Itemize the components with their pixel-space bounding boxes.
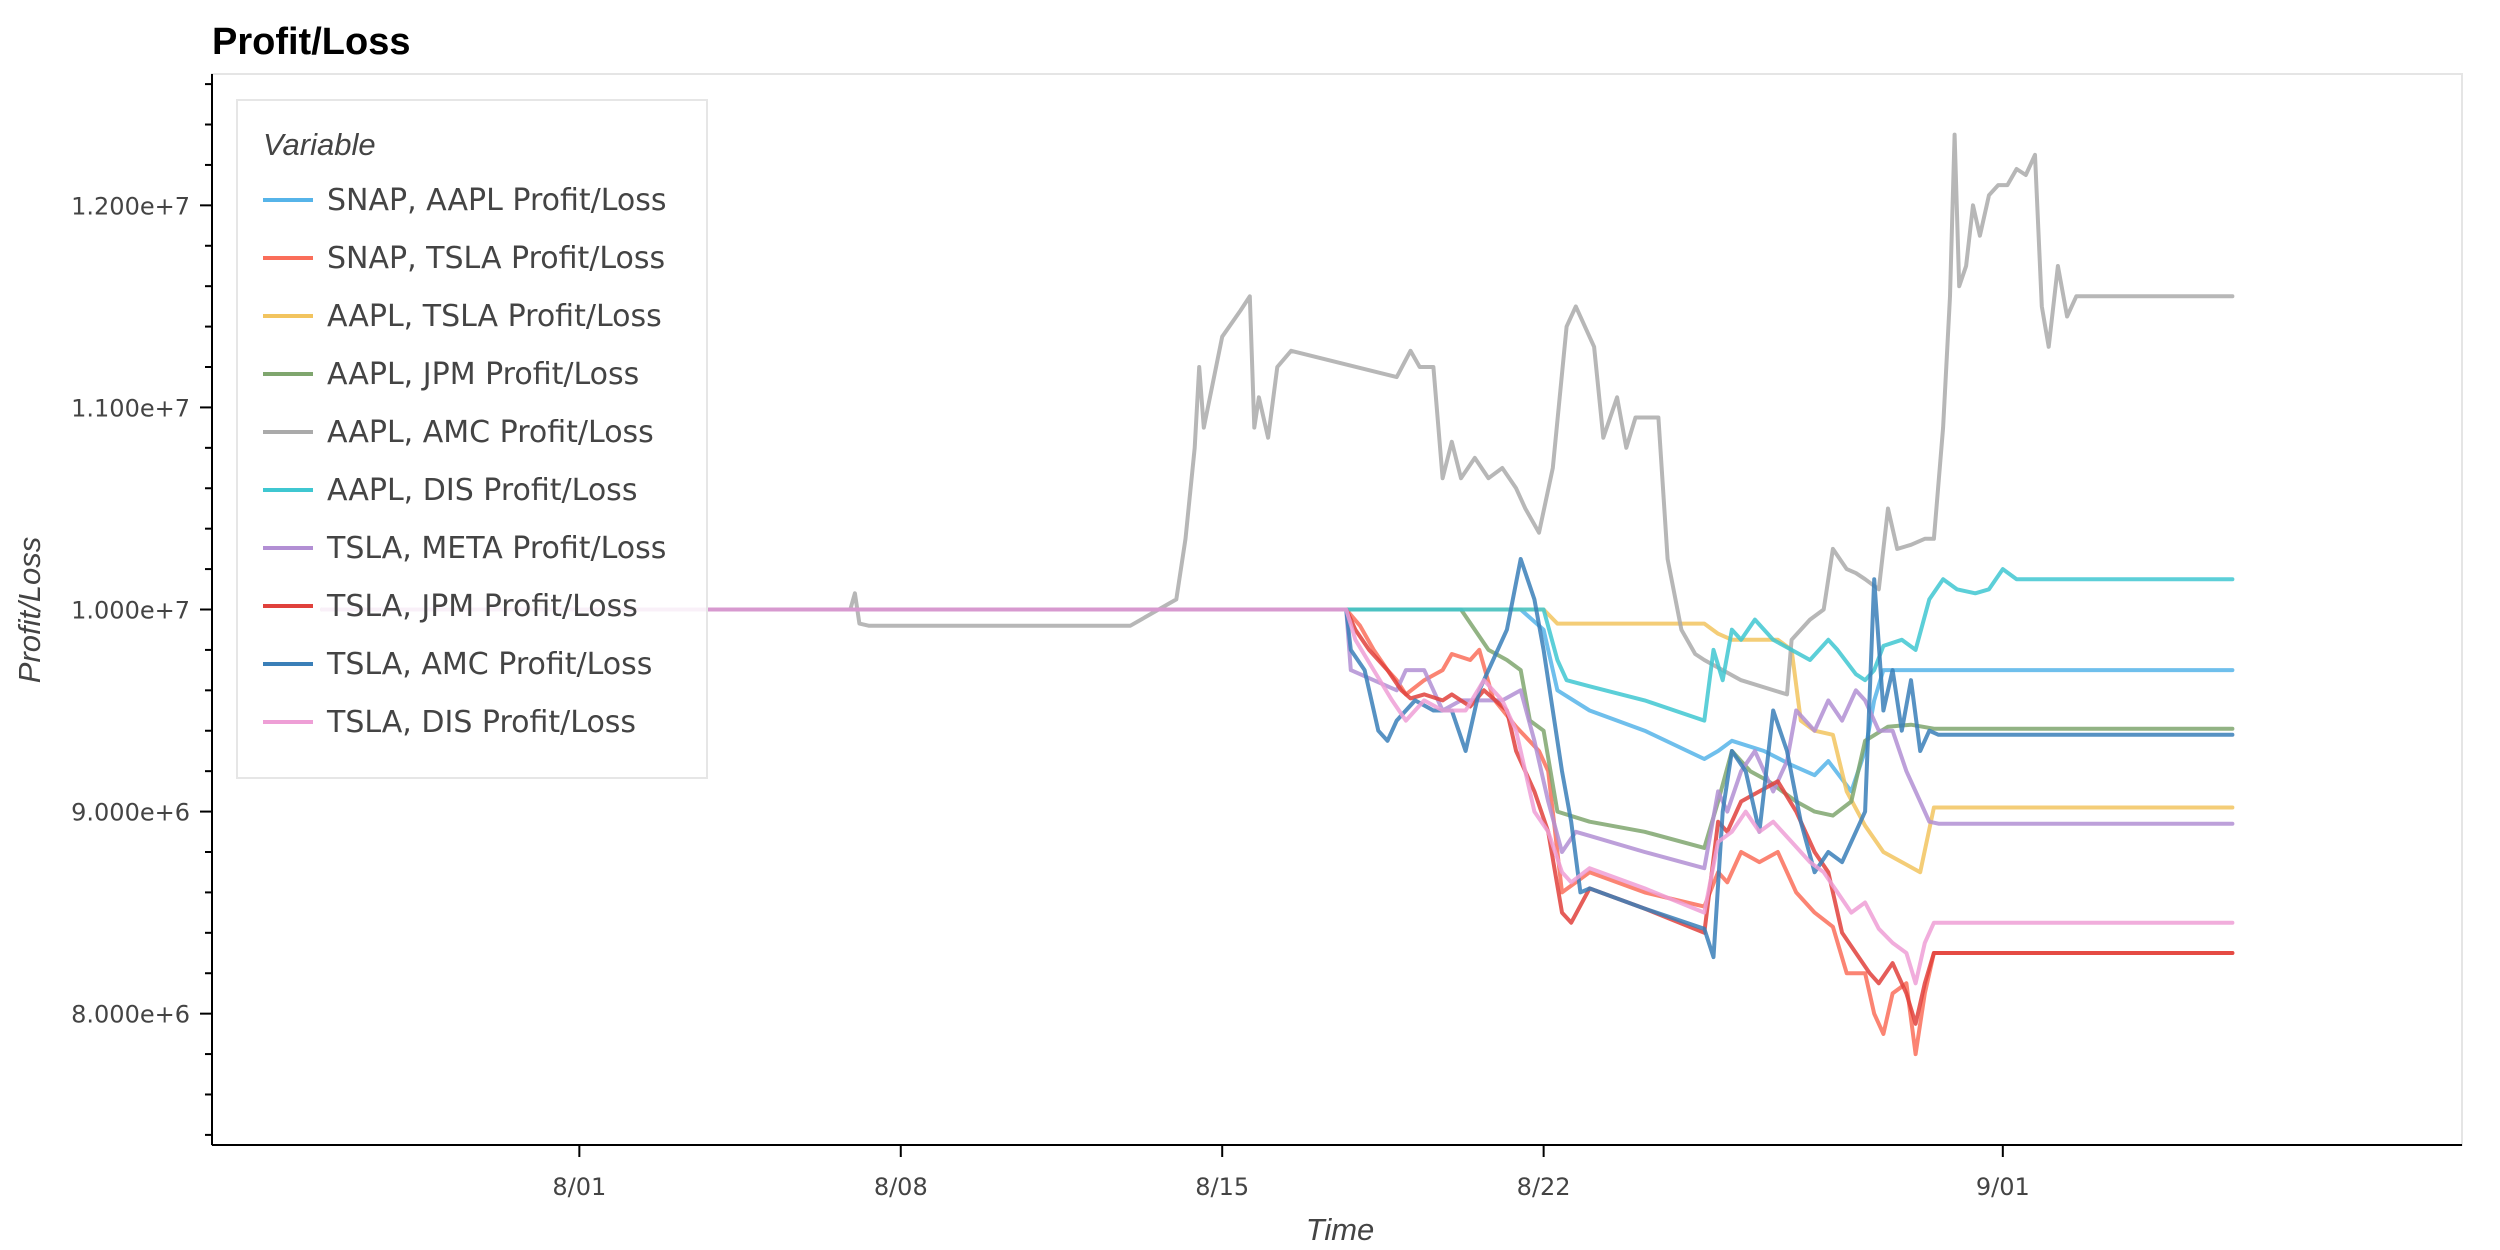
x-tick-label-4: 9/01	[1976, 1173, 2030, 1201]
legend-label: AAPL, JPM Profit/Loss	[327, 357, 639, 392]
legend-box	[236, 99, 708, 779]
legend-title: Variable	[263, 127, 376, 162]
legend-item-0[interactable]: SNAP, AAPL Profit/Loss	[263, 183, 667, 218]
series-line-0	[320, 607, 2235, 794]
x-ticks: 8/01 8/08 8/15 8/22 9/01	[552, 1145, 2030, 1201]
legend-item-4[interactable]: AAPL, AMC Profit/Loss	[263, 415, 654, 450]
legend-item-2[interactable]: AAPL, TSLA Profit/Loss	[263, 299, 662, 334]
y-tick-label-3: 1.100e+7	[71, 394, 190, 422]
y-axis-label: Profit/Loss	[12, 537, 47, 683]
legend-item-9[interactable]: TSLA, DIS Profit/Loss	[263, 705, 636, 740]
y-tick-label-4: 1.200e+7	[71, 192, 190, 220]
series-layer	[320, 132, 2235, 1057]
legend-label: AAPL, TSLA Profit/Loss	[327, 299, 662, 334]
y-tick-label-0: 8.000e+6	[71, 1001, 190, 1029]
legend: Variable SNAP, AAPL Profit/Loss SNAP, TSL…	[236, 99, 708, 779]
legend-label: AAPL, AMC Profit/Loss	[327, 415, 654, 450]
legend-item-1[interactable]: SNAP, TSLA Profit/Loss	[263, 241, 665, 276]
series-line-2	[320, 607, 2235, 875]
series-line-6	[320, 607, 2235, 871]
legend-label: TSLA, DIS Profit/Loss	[326, 705, 636, 740]
chart-title: Profit/Loss	[212, 21, 410, 63]
y-tick-label-2: 1.000e+7	[71, 597, 190, 625]
legend-label: TSLA, AMC Profit/Loss	[326, 647, 652, 682]
x-axis-label: Time	[1306, 1212, 1375, 1247]
x-tick-label-2: 8/15	[1195, 1173, 1249, 1201]
series-line-9	[320, 607, 2235, 986]
x-tick-label-0: 8/01	[552, 1173, 606, 1201]
legend-label: TSLA, META Profit/Loss	[326, 531, 666, 566]
legend-item-7[interactable]: TSLA, JPM Profit/Loss	[263, 589, 638, 624]
x-tick-label-1: 8/08	[874, 1173, 928, 1201]
legend-item-6[interactable]: TSLA, META Profit/Loss	[263, 531, 666, 566]
legend-label: SNAP, AAPL Profit/Loss	[327, 183, 667, 218]
y-tick-label-1: 9.000e+6	[71, 799, 190, 827]
legend-label: AAPL, DIS Profit/Loss	[327, 473, 637, 508]
legend-item-8[interactable]: TSLA, AMC Profit/Loss	[263, 647, 652, 682]
y-ticks: 8.000e+6 9.000e+6 1.000e+7 1.100e+7 1.200e+7	[71, 83, 212, 1136]
legend-items: SNAP, AAPL Profit/Loss SNAP, TSLA Profit/…	[263, 183, 667, 740]
legend-item-5[interactable]: AAPL, DIS Profit/Loss	[263, 473, 637, 508]
x-tick-label-3: 8/22	[1517, 1173, 1571, 1201]
legend-label: SNAP, TSLA Profit/Loss	[327, 241, 665, 276]
legend-label: TSLA, JPM Profit/Loss	[326, 589, 638, 624]
legend-item-3[interactable]: AAPL, JPM Profit/Loss	[263, 357, 639, 392]
series-line-8	[320, 557, 2235, 960]
series-line-4	[320, 132, 2235, 697]
series-line-5	[320, 567, 2235, 723]
series-line-3	[320, 607, 2235, 850]
